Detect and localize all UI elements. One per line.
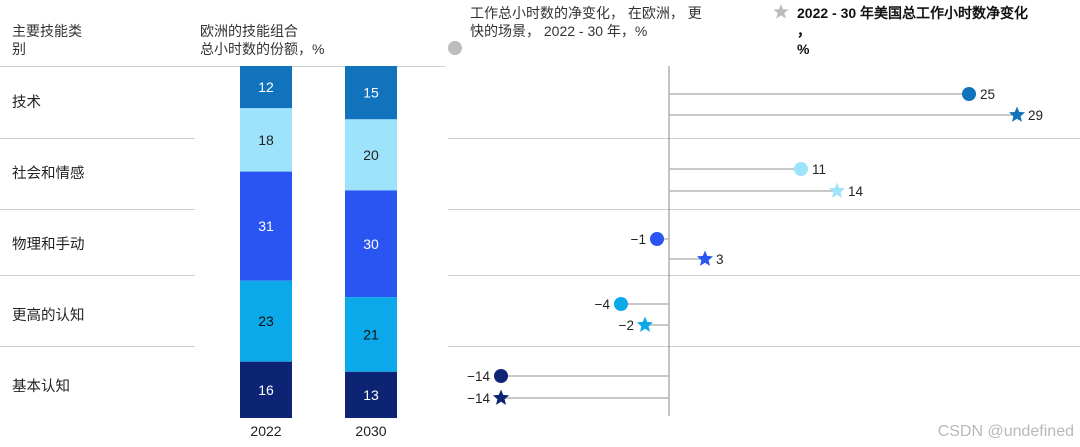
category-label-tech: 技术	[12, 95, 41, 111]
category-label-higher-cognitive: 更高的认知	[12, 308, 85, 324]
us-change-star	[492, 389, 510, 405]
bar-value-label: 16	[258, 382, 274, 398]
row-separator	[448, 275, 1080, 276]
row-separator	[448, 209, 1080, 210]
stacked-bar-chart: 12 18 31 23 16 15 20 30 21 13	[240, 66, 397, 418]
europe-change-dot	[962, 87, 976, 101]
europe-change-header-line1: 工作总小时数的净变化， 在欧洲， 更	[470, 5, 702, 21]
bar-segment	[240, 171, 292, 281]
us-change-header-line2: ，	[797, 23, 811, 39]
europe-change-dot	[614, 297, 628, 311]
category-header-line2: 别	[12, 41, 26, 57]
bar-value-label: 30	[363, 236, 379, 252]
bar-value-label: 20	[363, 147, 379, 163]
bar-value-label: 18	[258, 132, 274, 148]
lollipop-chart: 25 29 11 14 −1 3 −4 −2 −14 −14	[467, 66, 1043, 416]
us-value-label: −14	[467, 391, 490, 406]
us-value-label: −2	[619, 318, 634, 333]
europe-change-dot	[794, 162, 808, 176]
us-change-header: 2022 - 30 年美国总工作小时数净变化 ， %	[797, 4, 1028, 58]
legend-circle-icon	[448, 41, 462, 55]
us-change-star	[636, 316, 654, 332]
europe-value-label: −4	[595, 297, 611, 312]
europe-value-label: 25	[980, 87, 995, 102]
row-separator	[0, 209, 195, 210]
share-header: 欧洲的技能组合 总小时数的份额，%	[200, 22, 324, 58]
europe-value-label: −14	[467, 369, 490, 384]
bar-value-label: 13	[363, 387, 379, 403]
bar-segment	[345, 190, 397, 298]
us-value-label: 14	[848, 184, 864, 199]
bar-segment	[240, 361, 292, 418]
bar-segment	[345, 66, 397, 120]
us-change-star	[828, 182, 846, 198]
category-label-physical: 物理和手动	[12, 237, 85, 253]
category-label-basic-cognitive: 基本认知	[12, 379, 70, 395]
us-value-label: 3	[716, 252, 724, 267]
legend-star-icon	[773, 4, 789, 19]
bar-segment	[240, 66, 292, 109]
row-separator	[448, 346, 1080, 347]
bar-segment	[345, 297, 397, 372]
bar-segment	[240, 108, 292, 172]
us-change-header-line1: 2022 - 30 年美国总工作小时数净变化	[797, 5, 1029, 21]
us-value-label: 29	[1028, 108, 1043, 123]
row-separator	[0, 346, 195, 347]
us-change-star	[1008, 106, 1026, 122]
x-tick-2022: 2022	[250, 423, 282, 439]
row-separator	[0, 138, 195, 139]
header-separator	[0, 66, 445, 67]
europe-value-label: 11	[812, 162, 826, 177]
category-header: 主要技能类 别	[12, 22, 82, 58]
bar-value-label: 31	[258, 218, 274, 234]
bar-value-label: 21	[363, 326, 379, 342]
europe-value-label: −1	[631, 232, 646, 247]
bar-segment	[345, 371, 397, 418]
bar-segment	[240, 280, 292, 362]
category-header-line1: 主要技能类	[12, 23, 82, 39]
row-separator	[448, 138, 1080, 139]
us-change-header-line3: %	[797, 41, 810, 57]
europe-change-header-line2: 快的场景， 2022 - 30 年，%	[470, 23, 648, 39]
europe-change-dot	[650, 232, 664, 246]
row-separator	[0, 275, 195, 276]
bar-value-label: 12	[258, 79, 274, 95]
bar-value-label: 23	[258, 313, 274, 329]
watermark: CSDN @undefined	[937, 423, 1074, 440]
share-header-line1: 欧洲的技能组合	[200, 23, 298, 39]
us-change-star	[696, 250, 714, 266]
bar-value-label: 15	[363, 85, 379, 101]
category-label-social: 社会和情感	[12, 166, 85, 182]
europe-change-header: 工作总小时数的净变化， 在欧洲， 更 快的场景， 2022 - 30 年，%	[470, 4, 702, 40]
x-tick-2030: 2030	[355, 423, 387, 439]
share-header-line2: 总小时数的份额，%	[200, 41, 325, 57]
europe-change-dot	[494, 369, 508, 383]
bar-segment	[345, 119, 397, 191]
